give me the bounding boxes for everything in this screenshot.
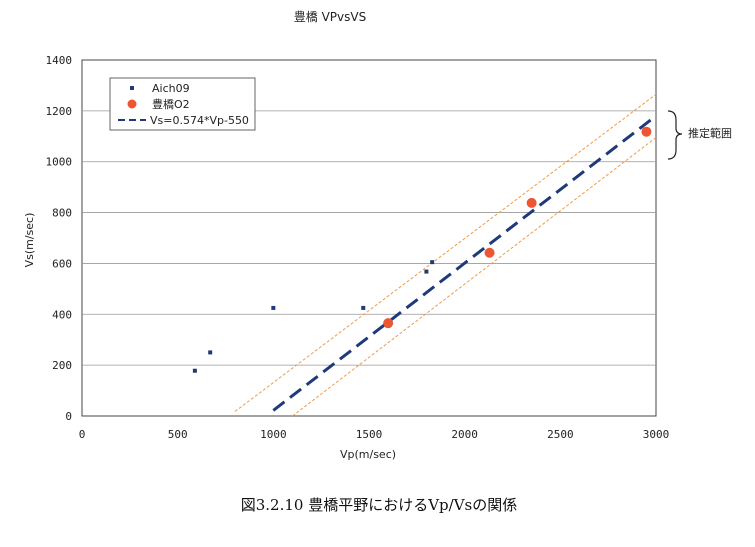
gridlines [82,110,656,366]
point-aich09 [430,260,435,265]
y-tick-label: 1200 [46,105,73,118]
legend-label-toyohashi: 豊橋O2 [152,97,190,111]
fit-line-group [272,114,657,412]
y-tick-label: 200 [52,359,72,372]
legend-marker-aich09 [130,86,134,90]
fit-line [272,114,657,412]
legend-label-aich09: Aich09 [152,82,190,95]
x-tick-label: 0 [79,428,86,441]
point-aich09 [271,305,276,310]
legend-marker-toyohashi [127,99,137,109]
range-bracket [667,110,683,160]
y-tick-label: 400 [52,308,72,321]
figure-caption: 図3.2.10 豊橋平野におけるVp/Vsの関係 [241,496,518,514]
y-axis-label: Vs(m/sec) [23,213,36,268]
point-toyohashi [484,247,495,258]
y-tick-label: 800 [52,207,72,220]
point-aich09 [361,305,366,310]
x-axis-label: Vp(m/sec) [340,448,396,461]
point-toyohashi [641,126,652,137]
point-toyohashi [383,318,394,329]
point-toyohashi [526,197,537,208]
legend: Aich09 豊橋O2 Vs=0.574*Vp-550 [109,77,256,131]
tick-labels: 0 200 400 600 800 1000 1200 1400 0 500 1000 1500 200… [46,54,670,441]
range-line-1 [234,93,657,412]
range-lines [234,93,657,417]
chart-title: 豊橋 VPvsVS [294,10,366,24]
x-tick-label: 2000 [451,428,478,441]
range-annotation: 推定範囲 [688,126,732,140]
point-aich09 [192,368,197,373]
x-tick-label: 2500 [547,428,574,441]
x-tick-label: 1000 [260,428,287,441]
y-tick-label: 1000 [46,156,73,169]
point-aich09 [208,350,213,355]
legend-label-fit: Vs=0.574*Vp-550 [150,114,249,127]
point-aich09 [424,269,429,274]
x-tick-label: 500 [168,428,188,441]
y-tick-label: 0 [65,410,72,423]
y-tick-label: 1400 [46,54,73,67]
x-tick-label: 1500 [356,428,383,441]
x-tick-label: 3000 [643,428,670,441]
range-line-2 [292,137,657,417]
data-points [192,126,652,373]
y-tick-label: 600 [52,257,72,270]
plot-area [81,59,657,417]
